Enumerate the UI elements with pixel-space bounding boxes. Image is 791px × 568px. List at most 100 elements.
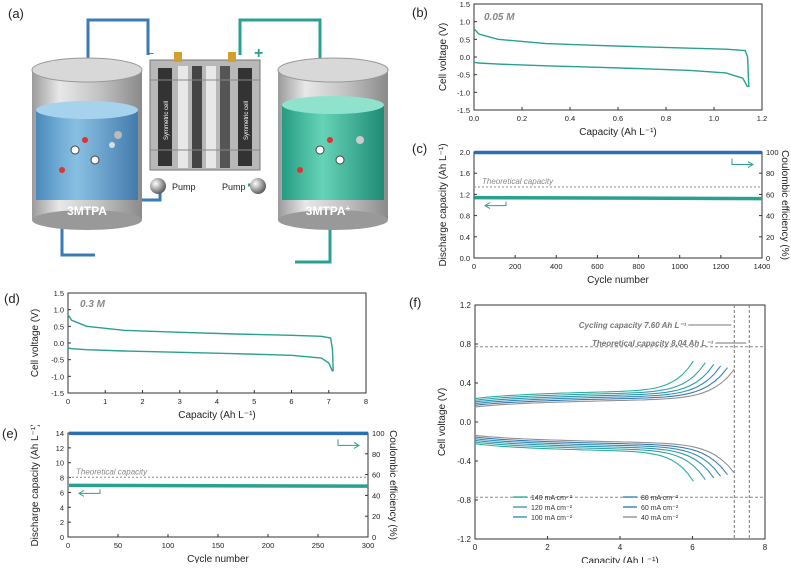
cell-label-left: Symmetric cell [164, 101, 170, 140]
x-tick-label: 250 [312, 541, 325, 550]
panel-f: (f) 0 2 4 6 8 -1.2 -0.8 -0.4 0.0 0.4 0.8 1.2 Capacity… [405, 285, 791, 567]
y-tick-label: 0.0 [460, 53, 470, 62]
x-tick-label: 1.0 [709, 114, 719, 123]
panel-e: (e) 0 50 100 150 200 250 300 0 2 4 6 8 10 12 14 Cycle nu… [0, 423, 400, 565]
y2-tick-label: 20 [766, 233, 774, 242]
pipe-right-top [238, 18, 322, 60]
y-tick-label: 0.4 [460, 379, 472, 388]
charge-curve-3 [474, 365, 722, 405]
x-axis-label: Capacity (Ah L⁻¹) [579, 127, 657, 138]
y2-tick-label: 60 [766, 190, 774, 199]
arrow-to-right-axis [731, 158, 752, 166]
right-tank: 3MTPA+ [277, 57, 389, 230]
x-axis-label: Cycle number [187, 554, 249, 563]
discharge-capacity-series [474, 195, 763, 201]
y-tick-label: 0.0 [460, 254, 470, 263]
arrow-head-right [747, 161, 754, 168]
y2-tick-label: 80 [766, 169, 774, 178]
x-tick-label: 4 [618, 543, 623, 552]
y-axis-label: Cell voltage (V) [30, 309, 41, 377]
left-tank: 3MTPA [31, 57, 143, 230]
x-tick-label: 0.6 [613, 114, 623, 123]
y-tick-label: -1.2 [457, 535, 471, 544]
discharge-curve-5 [474, 434, 735, 474]
x-axis-label: Cycle number [587, 275, 649, 285]
discharge-curve-4 [474, 436, 728, 476]
arrow-to-left-axis [486, 201, 507, 207]
flow-battery-schematic: (a) 3MTPA [8, 6, 389, 264]
pump-right-label: Pump [222, 182, 246, 192]
arrow-head-left [484, 202, 491, 210]
y-tick-label: 1.6 [460, 169, 470, 178]
arrow-head-right [353, 441, 360, 449]
left-tank-label: 3MTPA [67, 204, 107, 218]
theoretical-capacity-label: Theoretical capacity [76, 467, 148, 476]
cell-label-right: Symmetric cell [244, 101, 250, 140]
annotation-text: Cycling capacity 7.60 Ah L⁻¹ [579, 321, 687, 330]
x-tick-label: 800 [632, 262, 645, 271]
x-tick-label: 0.8 [661, 114, 671, 123]
x-tick-label: 6 [690, 543, 695, 552]
y-axis-label: Discharge capacity (Ah L⁻¹) [30, 425, 41, 547]
panel-label-b: (b) [412, 5, 428, 20]
arrow-to-right-axis [337, 439, 358, 446]
legend-label: 80 mA cm⁻² [641, 495, 679, 502]
x-tick-label: 4 [215, 397, 219, 406]
discharge-curve-0 [474, 443, 694, 482]
charge-curve-0 [474, 360, 694, 400]
y-tick-label: 1.2 [460, 190, 470, 199]
plot-frame [473, 151, 763, 259]
y-axis-label: Cell voltage (V) [438, 23, 449, 91]
y2-axis-label: Coulombic efficiency (%) [387, 430, 398, 540]
y2-tick-label: 20 [372, 512, 380, 521]
y-tick-label: 1.0 [54, 306, 64, 315]
discharge-curve-2 [474, 439, 715, 479]
panel-d: (d) 0 1 2 3 4 5 6 7 8 -1.5 -1.0 -0.5 0.0 0.5 1.0 1.5 Capa… [0, 285, 400, 425]
x-tick-label: 3 [178, 397, 182, 406]
charge-curve-1 [474, 362, 706, 401]
right-tank-label: 3MTPA+ [306, 204, 351, 219]
y2-tick-label: 100 [372, 429, 385, 438]
x-tick-label: 5 [252, 397, 256, 406]
plot-frame [67, 292, 367, 394]
y-tick-label: 0.8 [460, 340, 472, 349]
y-tick-label: -1.0 [51, 372, 64, 381]
pump-left-label: Pump [172, 182, 196, 192]
y-tick-label: 0.0 [460, 418, 472, 427]
legend-label: 100 mA cm⁻² [531, 515, 573, 522]
x-tick-label: 150 [212, 541, 225, 550]
y-tick-label: 0.0 [54, 339, 64, 348]
y-tick-label: 0.8 [460, 212, 470, 221]
y-tick-label: 0 [60, 533, 64, 542]
x-tick-label: 7 [327, 397, 331, 406]
y2-tick-label: 40 [372, 491, 380, 500]
y-tick-label: 2.0 [460, 148, 470, 157]
x-tick-label: 0.0 [469, 114, 479, 123]
y2-tick-label: 80 [372, 450, 380, 459]
panel-a: (a) 3MTPA [0, 0, 410, 280]
y-tick-label: 6 [60, 488, 64, 497]
legend-label: 140 mA cm⁻² [531, 495, 573, 502]
symmetric-cell-stack: Symmetric cell Symmetric cell − + [146, 45, 263, 171]
y-tick-label: -1.5 [51, 389, 64, 398]
y2-tick-label: 40 [766, 212, 774, 221]
theoretical-capacity-label: Theoretical capacity [482, 177, 554, 186]
annotation-text: Theoretical capacity 8.04 Ah L⁻¹ [592, 339, 714, 348]
discharge-capacity-series [68, 483, 369, 488]
panel-label-c: (c) [412, 141, 427, 156]
x-tick-label: 0 [472, 262, 476, 271]
pump-left-icon [150, 178, 166, 194]
voltage-curve-0 [67, 314, 334, 372]
y-tick-label: 12 [56, 444, 64, 453]
x-tick-label: 1 [103, 397, 107, 406]
panel-c: (c) 0 200 400 600 800 1000 1200 1400 0.0 0.4 0.8 1.2… [410, 140, 791, 286]
y-tick-label: 8 [60, 474, 64, 483]
chart-c: (c)0 200 400 600 800 1000 1200 14000.00.40.81.2… [412, 141, 790, 286]
y2-tick-label: 0 [372, 533, 376, 542]
y-tick-label: 1.2 [460, 301, 472, 310]
y-tick-label: -0.4 [457, 457, 471, 466]
y-tick-label: -1.0 [457, 88, 470, 97]
x-tick-label: 0 [473, 543, 478, 552]
y-tick-label: -1.5 [457, 106, 470, 115]
y-tick-label: 4 [60, 503, 64, 512]
